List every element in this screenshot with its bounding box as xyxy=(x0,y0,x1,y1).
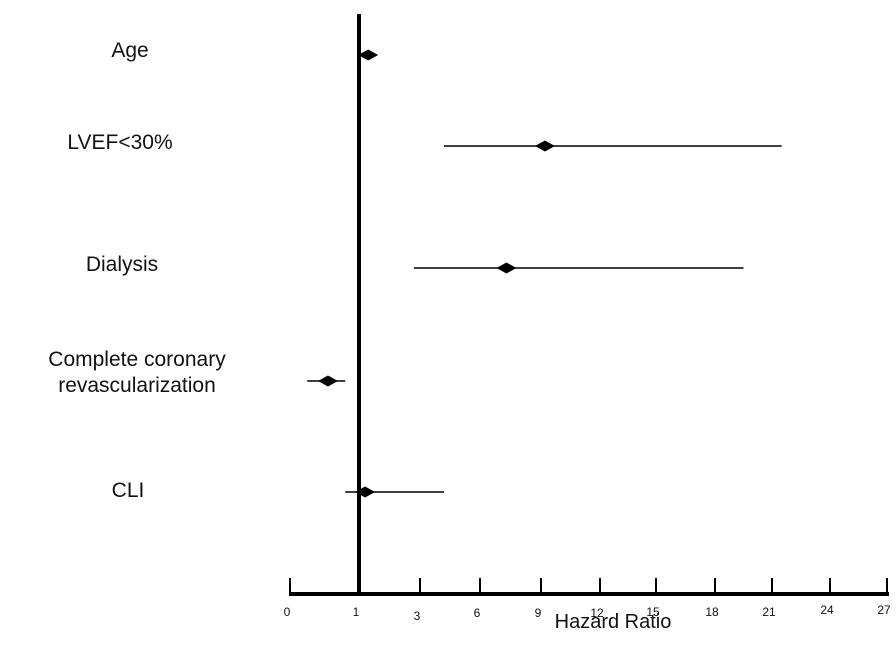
x-tick-label: 15 xyxy=(646,605,660,619)
x-tick-label: 1 xyxy=(353,605,360,619)
hazard-ratio-point xyxy=(534,140,555,152)
x-tick-label: 27 xyxy=(877,603,891,617)
x-axis: 0 1 3 6 9 12 15 18 21 24 27 xyxy=(284,578,891,623)
x-tick-label: 12 xyxy=(590,606,604,620)
hazard-ratio-point xyxy=(496,262,517,274)
category-label: Complete coronary revascularization xyxy=(48,348,226,397)
row-mark xyxy=(345,486,444,498)
hazard-ratio-point xyxy=(355,486,376,498)
row-mark xyxy=(307,375,346,387)
row-mark xyxy=(444,140,782,152)
x-tick-label: 24 xyxy=(820,603,834,617)
category-label: Dialysis xyxy=(85,253,159,276)
x-tick-label: 18 xyxy=(705,605,719,619)
x-axis-title: Hazard Ratio xyxy=(555,611,672,633)
hazard-ratio-point xyxy=(317,375,338,387)
row-mark xyxy=(413,262,744,274)
hazard-ratio-point xyxy=(358,49,379,61)
category-label: LVEF<30% xyxy=(67,131,173,154)
x-tick-label: 21 xyxy=(762,605,776,619)
x-tick-label: 0 xyxy=(284,605,291,619)
category-label: Age xyxy=(111,39,149,62)
x-tick-label: 3 xyxy=(414,609,421,623)
rows-layer xyxy=(307,49,782,498)
x-tick-label: 6 xyxy=(474,606,481,620)
row-mark xyxy=(358,49,379,61)
x-tick-label: 9 xyxy=(535,606,542,620)
category-label: CLI xyxy=(111,479,145,502)
